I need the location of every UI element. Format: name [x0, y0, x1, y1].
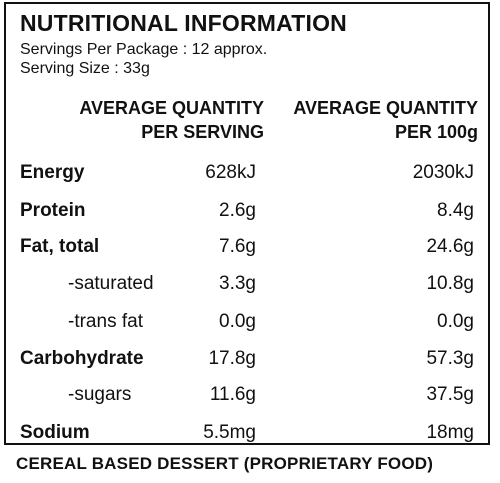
nutrient-name: -saturated — [68, 273, 154, 294]
product-classification: CEREAL BASED DESSERT (PROPRIETARY FOOD) — [16, 454, 434, 473]
nutrient-name: Protein — [20, 200, 86, 221]
nutrient-name: Fat, total — [20, 236, 100, 257]
value-per-100g: 10.8g — [426, 273, 474, 294]
value-per-serving: 17.8g — [208, 348, 256, 369]
table-row-trans-fat: -trans fat 0.0g 0.0g — [14, 307, 480, 337]
table-row-energy: Energy 628kJ 2030kJ — [14, 158, 480, 188]
table-row-protein: Protein 2.6g 8.4g — [14, 196, 480, 226]
table-row-saturated: -saturated 3.3g 10.8g — [14, 269, 480, 299]
nutrition-panel: NUTRITIONAL INFORMATION Servings Per Pac… — [4, 2, 490, 445]
table-row-carbohydrate: Carbohydrate 17.8g 57.3g — [14, 344, 480, 374]
header-per-100g-line1: AVERAGE QUANTITY — [293, 98, 478, 118]
value-per-serving: 0.0g — [219, 311, 256, 332]
value-per-100g: 57.3g — [426, 348, 474, 369]
value-per-100g: 18mg — [426, 422, 474, 443]
value-per-serving: 3.3g — [219, 273, 256, 294]
value-per-100g: 37.5g — [426, 384, 474, 405]
value-per-serving: 628kJ — [205, 162, 256, 183]
servings-per-package: Servings Per Package : 12 approx. — [20, 41, 268, 58]
header-per-100g-line2: PER 100g — [394, 122, 478, 142]
serving-size: Serving Size : 33g — [20, 60, 150, 77]
panel-title: NUTRITIONAL INFORMATION — [20, 10, 347, 36]
value-per-serving: 5.5mg — [203, 422, 256, 443]
table-row-fat-total: Fat, total 7.6g 24.6g — [14, 232, 480, 262]
nutrient-name: -sugars — [68, 384, 132, 405]
value-per-100g: 8.4g — [437, 200, 474, 221]
nutrient-name: Carbohydrate — [20, 348, 144, 369]
header-per-serving-line2: PER SERVING — [141, 122, 264, 142]
value-per-100g: 0.0g — [437, 311, 474, 332]
header-per-100g: AVERAGE QUANTITY PER 100g — [293, 96, 478, 144]
value-per-100g: 24.6g — [426, 236, 474, 257]
value-per-serving: 7.6g — [219, 236, 256, 257]
nutrient-name: -trans fat — [68, 311, 143, 332]
value-per-100g: 2030kJ — [412, 162, 474, 183]
table-row-sodium: Sodium 5.5mg 18mg — [14, 418, 480, 448]
value-per-serving: 11.6g — [209, 384, 256, 405]
header-per-serving: AVERAGE QUANTITY PER SERVING — [79, 96, 264, 144]
table-row-sugars: -sugars 11.6g 37.5g — [14, 380, 480, 410]
value-per-serving: 2.6g — [219, 200, 256, 221]
nutrient-name: Sodium — [20, 422, 90, 443]
header-per-serving-line1: AVERAGE QUANTITY — [79, 98, 264, 118]
nutrient-name: Energy — [20, 162, 85, 183]
